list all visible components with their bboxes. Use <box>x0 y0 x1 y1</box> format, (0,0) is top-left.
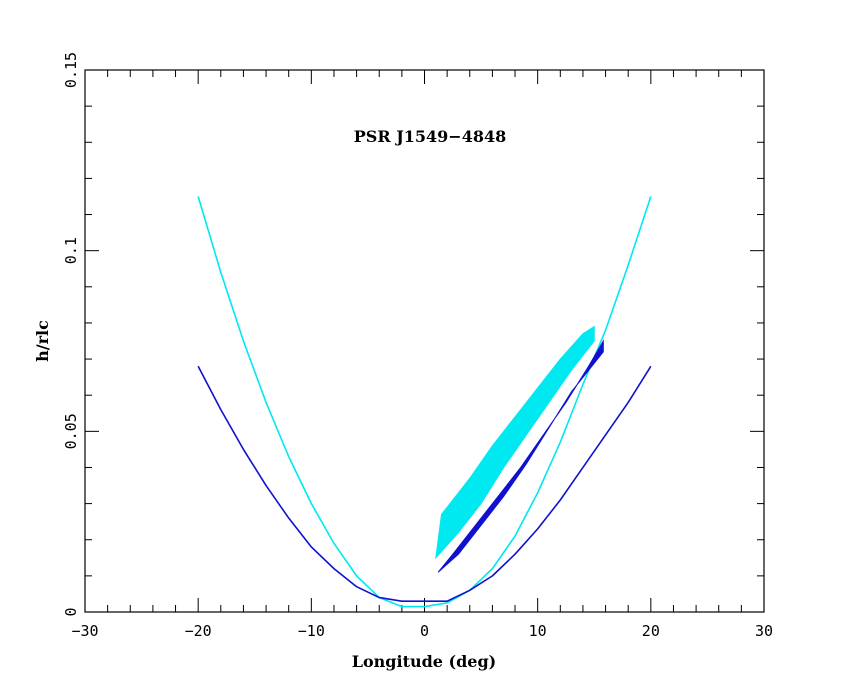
x-axis-label: Longitude (deg) <box>352 652 496 671</box>
tick-labels: −30 −20 −10 0 10 20 30 0 0.05 0.1 0.15 <box>62 52 773 640</box>
y-tick-label: 0.1 <box>62 237 80 264</box>
x-tick-label: 10 <box>529 622 547 640</box>
x-tick-label: −10 <box>298 622 325 640</box>
y-tick-label: 0 <box>62 607 80 616</box>
plot-frame <box>84 69 765 613</box>
series-blue-curve <box>197 365 652 602</box>
x-tick-label: 30 <box>755 622 773 640</box>
series-cyan-band <box>435 325 595 560</box>
y-tick-label: 0.15 <box>62 52 80 88</box>
axis-ticks <box>84 69 765 613</box>
y-tick-label: 0.05 <box>62 413 80 449</box>
x-tick-label: 0 <box>420 622 429 640</box>
y-axis-label: h/rlc <box>33 320 52 362</box>
x-tick-label: −30 <box>71 622 98 640</box>
chart-title: PSR J1549−4848 <box>354 127 507 146</box>
series-blue-band <box>437 339 604 573</box>
data-layer <box>197 196 652 608</box>
x-tick-label: −20 <box>185 622 212 640</box>
x-tick-label: 20 <box>642 622 660 640</box>
series-cyan-curve <box>197 196 652 608</box>
